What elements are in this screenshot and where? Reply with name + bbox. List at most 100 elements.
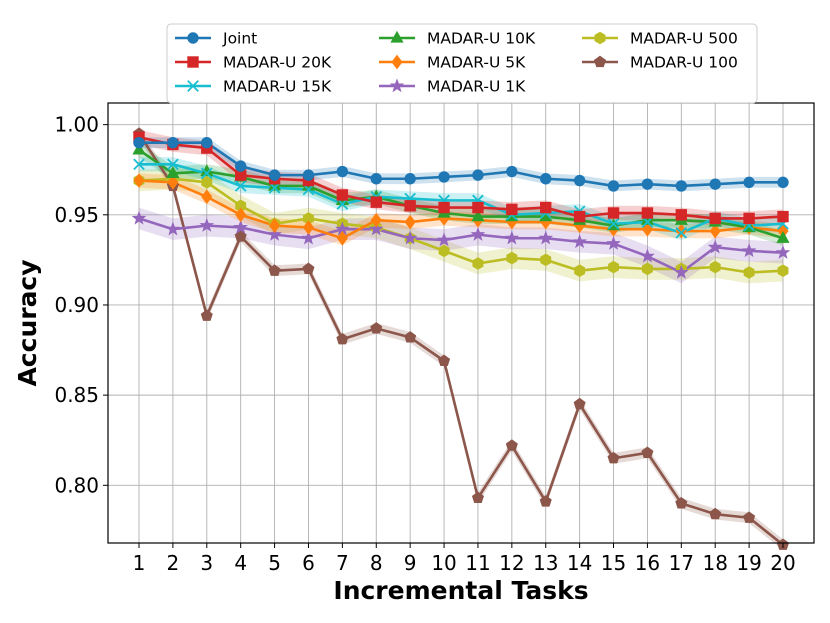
point-series-6 xyxy=(540,253,552,267)
legend-item[interactable]: MADAR-U 500 xyxy=(582,30,738,48)
band-series-3 xyxy=(139,142,783,246)
x-tick-label: 10 xyxy=(431,551,456,575)
legend-label: MADAR-U 500 xyxy=(630,30,738,48)
point-series-7 xyxy=(607,451,620,464)
point-series-0 xyxy=(404,173,416,185)
point-series-1 xyxy=(370,196,382,208)
legend-item[interactable]: Joint xyxy=(175,30,257,48)
point-series-1 xyxy=(743,212,755,225)
point-series-7 xyxy=(709,507,722,520)
y-tick-label: 0.90 xyxy=(54,293,99,317)
point-series-5 xyxy=(775,244,791,259)
point-series-4 xyxy=(370,212,382,228)
point-series-6 xyxy=(472,257,484,270)
point-series-0 xyxy=(234,160,247,172)
legend-item[interactable]: MADAR-U 15K xyxy=(175,78,332,96)
point-series-7 xyxy=(743,511,756,523)
legend-marker xyxy=(187,80,199,92)
point-series-4 xyxy=(269,218,281,233)
point-series-0 xyxy=(268,169,281,181)
legend-label: MADAR-U 10K xyxy=(427,30,536,48)
point-series-7 xyxy=(370,322,383,334)
point-series-0 xyxy=(743,176,755,189)
point-series-5 xyxy=(572,234,587,249)
legend-label: MADAR-U 15K xyxy=(223,78,332,96)
point-series-4 xyxy=(302,220,315,235)
point-series-0 xyxy=(302,169,315,181)
line-series-5 xyxy=(138,217,784,274)
point-series-7 xyxy=(302,262,315,275)
x-tick-label: 9 xyxy=(404,551,417,575)
legend-box xyxy=(166,23,758,104)
line-series-7 xyxy=(137,132,784,546)
x-tick-label: 11 xyxy=(465,551,490,575)
point-series-0 xyxy=(540,173,552,185)
legend-marker xyxy=(187,56,199,68)
point-series-5 xyxy=(606,235,621,250)
point-series-6 xyxy=(743,266,755,279)
legend-marker xyxy=(390,30,404,43)
point-series-7 xyxy=(675,496,688,509)
point-series-0 xyxy=(167,136,179,149)
x-tick-label: 12 xyxy=(499,551,524,575)
point-series-4 xyxy=(235,207,247,223)
point-series-5 xyxy=(368,221,384,236)
point-series-1 xyxy=(573,210,586,223)
x-tick-label: 1 xyxy=(133,551,146,575)
legend[interactable]: Joint MADAR-U 20K MADAR-U 15K MADAR-U 10K MA… xyxy=(166,23,758,104)
point-series-1 xyxy=(404,200,416,212)
x-tick-label: 18 xyxy=(702,551,727,575)
legend-marker xyxy=(187,32,199,44)
legend-label: MADAR-U 1K xyxy=(427,78,526,96)
point-series-5 xyxy=(402,230,418,245)
y-axis-title: Accuracy xyxy=(13,259,42,386)
point-series-5 xyxy=(436,232,452,247)
legend-item[interactable]: MADAR-U 1K xyxy=(379,78,526,96)
x-tick-label: 4 xyxy=(234,551,247,575)
point-series-4 xyxy=(404,214,416,230)
point-series-3 xyxy=(471,209,485,222)
point-series-5 xyxy=(741,243,757,258)
point-series-5 xyxy=(707,239,723,254)
legend-item[interactable]: MADAR-U 10K xyxy=(379,30,536,48)
point-series-5 xyxy=(131,210,147,225)
series-markers xyxy=(131,127,791,550)
point-series-0 xyxy=(472,169,484,181)
x-tick-label: 2 xyxy=(167,551,180,575)
line-series-2 xyxy=(139,163,784,235)
point-series-3 xyxy=(166,166,180,178)
point-series-5 xyxy=(674,264,689,279)
legend-marker xyxy=(391,54,403,70)
point-series-1 xyxy=(506,203,518,216)
point-series-5 xyxy=(165,221,181,236)
y-tick-label: 0.95 xyxy=(54,203,99,227)
point-series-3 xyxy=(776,230,790,243)
legend-item[interactable]: MADAR-U 100 xyxy=(582,54,738,72)
point-series-0 xyxy=(133,136,145,149)
point-series-5 xyxy=(470,226,486,241)
point-series-1 xyxy=(540,201,552,214)
point-series-4 xyxy=(133,173,145,188)
point-series-4 xyxy=(641,221,653,237)
point-series-4 xyxy=(201,189,213,205)
point-series-7 xyxy=(404,331,417,343)
x-tick-label: 19 xyxy=(736,551,761,575)
point-series-2 xyxy=(133,158,145,171)
point-series-0 xyxy=(607,180,620,192)
point-series-2 xyxy=(607,217,620,230)
point-series-7 xyxy=(505,439,518,451)
point-series-0 xyxy=(201,136,213,149)
point-series-1 xyxy=(641,207,654,219)
y-tick-label: 0.80 xyxy=(54,473,99,497)
x-tick-label: 20 xyxy=(770,551,795,575)
y-tick-label: 1.00 xyxy=(54,113,99,137)
point-series-1 xyxy=(472,201,484,214)
x-axis-ticks: 1 2 3 4 5 6 7 8 9 10 11 12 13 14 15 16 17 18 19 20 xyxy=(133,543,796,575)
point-series-7 xyxy=(200,309,213,321)
point-series-1 xyxy=(777,210,789,223)
legend-item[interactable]: MADAR-U 5K xyxy=(379,54,526,72)
x-tick-label: 7 xyxy=(336,551,349,575)
point-series-6 xyxy=(438,244,450,258)
legend-item[interactable]: MADAR-U 20K xyxy=(175,54,332,72)
point-series-2 xyxy=(200,167,213,180)
